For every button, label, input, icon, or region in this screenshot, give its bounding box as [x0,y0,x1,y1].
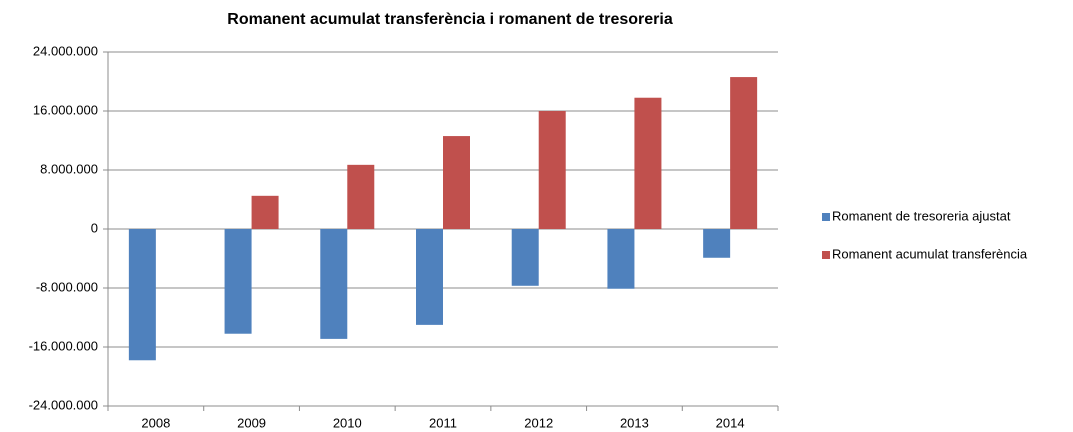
y-tick-label: -8.000.000 [36,279,98,294]
legend-label: Romanent de tresoreria ajustat [832,208,1011,223]
bar [443,136,470,229]
y-tick-label: 24.000.000 [33,43,98,58]
bar [538,111,566,229]
y-tick-label: 16.000.000 [33,102,98,117]
bar [703,229,731,258]
x-tick-label: 2013 [620,415,649,430]
bar [347,164,375,229]
bar [607,229,635,289]
bar [634,97,662,229]
legend-label: Romanent acumulat transferència [832,246,1028,261]
bar [128,229,156,361]
x-tick-label: 2009 [237,415,266,430]
bar [224,229,252,334]
legend-swatch [822,213,830,221]
x-tick-label: 2008 [141,415,170,430]
x-tick-label: 2011 [429,415,457,430]
y-tick-label: -24.000.000 [29,397,98,412]
x-tick-label: 2010 [333,415,362,430]
chart-title: Romanent acumulat transferència i romane… [227,11,673,28]
x-tick-label: 2014 [716,415,745,430]
y-tick-label: 8.000.000 [40,161,98,176]
bar [730,77,758,229]
bar [416,229,443,325]
bar [320,229,348,339]
y-tick-label: -16.000.000 [29,338,98,353]
x-tick-label: 2012 [524,415,553,430]
bar [251,195,279,229]
y-tick-label: 0 [91,220,98,235]
legend-swatch [822,251,830,259]
bar [511,229,539,286]
